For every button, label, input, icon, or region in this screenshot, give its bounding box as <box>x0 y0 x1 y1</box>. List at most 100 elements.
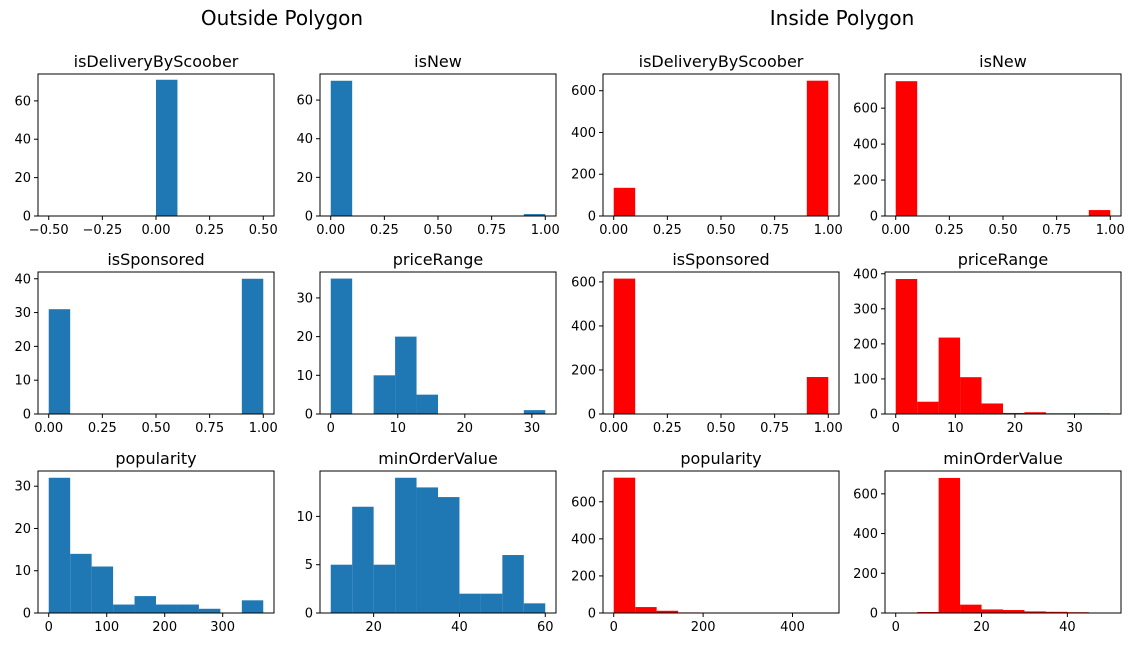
axes-frame <box>319 470 557 614</box>
x-tick-label: 0.75 <box>760 421 789 436</box>
histogram-outside-minOrderValue: minOrderValue 20 40 60 0 5 10 <box>296 449 557 635</box>
y-tick-label: 600 <box>571 275 596 290</box>
y-tick-label: 0 <box>305 210 313 225</box>
y-tick-label: 20 <box>14 171 31 186</box>
histogram-bar <box>241 600 264 613</box>
y-tick-label: 40 <box>14 133 31 148</box>
subplot-title: isDeliveryByScoober <box>639 52 804 71</box>
histogram-bar <box>806 377 829 414</box>
x-tick-label: 0.50 <box>142 421 171 436</box>
histogram-bar <box>373 564 396 613</box>
right-group-title: Inside Polygon <box>769 6 915 30</box>
histogram-bar <box>48 477 71 613</box>
x-tick-label: 0 <box>892 421 900 436</box>
y-tick-label: 0 <box>870 408 878 423</box>
y-tick-label: 600 <box>571 84 596 99</box>
x-tick-label: 20 <box>457 421 474 436</box>
x-tick-label: 10 <box>389 421 406 436</box>
y-tick-label: 400 <box>571 319 596 334</box>
y-tick-label: 0 <box>23 607 31 622</box>
histogram-bar <box>523 410 546 414</box>
y-tick-label: 20 <box>14 340 31 355</box>
y-tick-label: 0 <box>870 607 878 622</box>
subplot-title: minOrderValue <box>378 449 498 468</box>
histogram-bar <box>416 487 438 613</box>
x-tick-label: 0 <box>892 620 900 635</box>
axes-frame <box>884 470 1122 614</box>
histogram-bar <box>981 403 1003 414</box>
y-tick-label: 300 <box>853 302 878 317</box>
histogram-bar <box>1045 611 1068 613</box>
x-tick-label: 0.50 <box>424 223 453 238</box>
histogram-bar <box>480 593 503 613</box>
axes-frame <box>319 73 557 217</box>
histogram-bar <box>613 477 636 613</box>
histogram-inside-popularity: popularity 0 200 400 0 200 400 600 <box>571 449 840 635</box>
x-tick-label: 0 <box>45 620 53 635</box>
histogram-inside-isSponsored: isSponsored 0.00 0.25 0.50 0.75 1.00 0 200 400 60… <box>571 250 843 436</box>
x-tick-label: 300 <box>210 620 235 635</box>
histogram-bar <box>1003 412 1025 414</box>
y-tick-label: 5 <box>305 558 313 573</box>
x-tick-label: 0.00 <box>599 421 628 436</box>
x-tick-label: 40 <box>451 620 468 635</box>
y-tick-label: 200 <box>853 337 878 352</box>
subplot-title: popularity <box>680 449 761 468</box>
x-tick-label: 0.00 <box>316 223 345 238</box>
y-tick-label: 100 <box>853 372 878 387</box>
x-tick-label: 0.25 <box>88 421 117 436</box>
y-tick-label: 0 <box>588 210 596 225</box>
histogram-bar <box>938 337 961 414</box>
y-tick-label: 10 <box>296 510 313 525</box>
histogram-bar <box>613 187 636 216</box>
histogram-bar <box>1088 210 1111 216</box>
histogram-bar <box>502 555 524 613</box>
histogram-bar <box>198 608 221 613</box>
y-tick-label: 20 <box>296 171 313 186</box>
y-tick-label: 200 <box>571 569 596 584</box>
subplot-title: isNew <box>979 52 1027 71</box>
axes-frame <box>37 470 275 614</box>
histogram-bar <box>1024 412 1046 414</box>
y-tick-label: 400 <box>571 532 596 547</box>
x-tick-label: 0.75 <box>195 421 224 436</box>
histogram-bar <box>91 566 114 613</box>
histogram-inside-isDeliveryByScoober: isDeliveryByScoober 0.00 0.25 0.50 0.75 1.00 0… <box>571 52 843 238</box>
axes-frame <box>602 271 840 415</box>
subplot-title: isSponsored <box>107 250 204 269</box>
axes-frame <box>602 470 840 614</box>
x-tick-label: 0.50 <box>707 421 736 436</box>
x-tick-label: 30 <box>524 421 541 436</box>
x-tick-label: 0.00 <box>142 223 171 238</box>
x-tick-label: 1.00 <box>1096 223 1125 238</box>
y-tick-label: 60 <box>296 94 313 109</box>
histogram-bar <box>330 278 353 414</box>
histogram-bar <box>895 81 918 216</box>
y-tick-label: 200 <box>571 363 596 378</box>
histogram-bar <box>523 603 546 613</box>
y-tick-label: 200 <box>571 168 596 183</box>
histogram-bar <box>156 604 178 613</box>
y-tick-label: 0 <box>305 607 313 622</box>
histogram-bar <box>395 477 417 613</box>
x-tick-label: 400 <box>780 620 805 635</box>
histogram-bar <box>330 564 353 613</box>
x-tick-label: 0.50 <box>989 223 1018 238</box>
histogram-bar <box>70 553 92 613</box>
histogram-outside-priceRange: priceRange 0 10 20 30 0 10 20 30 <box>296 250 557 436</box>
histogram-bar <box>416 394 438 414</box>
y-tick-label: 20 <box>296 330 313 345</box>
y-tick-label: 20 <box>14 522 31 537</box>
histogram-bar <box>895 279 918 414</box>
x-tick-label: 0.75 <box>760 223 789 238</box>
histogram-bar <box>330 80 353 216</box>
x-tick-label: 40 <box>1059 620 1076 635</box>
x-tick-label: 0.25 <box>370 223 399 238</box>
x-tick-label: 0.00 <box>34 421 63 436</box>
histogram-bar <box>459 593 481 613</box>
y-tick-label: 200 <box>853 174 878 189</box>
histogram-bar <box>156 79 178 216</box>
axes-frame <box>319 271 557 415</box>
y-tick-label: 40 <box>14 272 31 287</box>
